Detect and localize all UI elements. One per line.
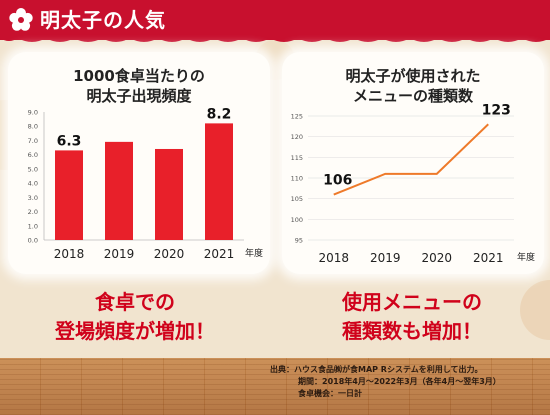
caption-line1: 食卓での [95,290,175,314]
caption-line1: 使用メニューの [342,290,482,314]
chart-title-line1: 明太子が使用された [345,67,481,85]
y-tick-label: 6.0 [28,151,38,159]
chart-title-line1: 1000食卓当たりの [73,67,205,85]
y-tick-label: 3.0 [28,194,38,202]
y-tick-label: 105 [291,195,303,203]
y-tick-label: 120 [291,133,303,141]
y-tick-label: 0.0 [28,237,38,245]
x-tick-label: 2021 [473,251,504,265]
x-tick-label: 2021 [204,247,235,261]
y-tick-label: 95 [295,237,303,245]
y-tick-label: 9.0 [28,109,38,117]
frequency-chart-panel: 1000食卓当たりの 明太子出現頻度 0.0 1.0 2.0 3.0 4.0 5.0 6.0… [8,52,270,274]
x-tick-label: 2018 [318,251,349,265]
bar-chart: 0.0 1.0 2.0 3.0 4.0 5.0 6.0 7.0 8.0 9.0 2018 6.3 201… [28,106,263,261]
y-tick-label: 1.0 [28,222,38,230]
y-tick-label: 110 [291,175,303,183]
y-tick-label: 5.0 [28,165,38,173]
line-chart: 95 100 105 110 115 120 125 2018 106 2019 2020 2021 1… [291,102,535,265]
x-tick-label: 2018 [54,247,85,261]
y-tick-label: 100 [291,216,303,224]
plum-blossom-logo-icon [9,8,33,31]
wood-floor-background [0,358,550,415]
menu-count-chart-panel: 明太子が使用された メニューの種類数 95 100 105 110 115 120 125 2… [282,52,544,274]
data-label: 123 [482,102,511,118]
series-line [333,123,489,196]
y-tick-label: 7.0 [28,137,38,145]
chart-title-line2: メニューの種類数 [352,87,473,105]
bar-2018 [55,150,83,240]
y-tick-label: 4.0 [28,180,38,188]
menu-count-caption: 使用メニューの 種類数も増加！ [277,288,547,346]
source-notes: 出典：ハウス食品㈱が食MAP Rシステムを利用して出力。 期間：2018年4月～… [270,364,501,400]
data-label: 6.3 [57,133,82,149]
period-note: 期間：2018年4月～2022年3月（各年4月～翌年3月） [298,377,501,386]
caption-line2: 登場頻度が増加！ [55,319,215,343]
x-tick-label: 2020 [154,247,185,261]
chart-title-line2: 明太子出現頻度 [86,87,192,105]
x-tick-label: 2020 [421,251,452,265]
y-tick-label: 8.0 [28,123,38,131]
bar-2021 [205,123,233,240]
caption-line2: 種類数も増加！ [342,319,482,343]
header-wave [0,34,550,42]
source-note: 出典：ハウス食品㈱が食MAP Rシステムを利用して出力。 [270,365,483,374]
data-label: 8.2 [207,106,232,122]
y-tick-label: 125 [291,113,303,121]
frequency-caption: 食卓での 登場頻度が増加！ [0,288,270,346]
x-axis-unit: 年度 [517,251,535,263]
header-bar [0,0,550,40]
x-axis-unit: 年度 [245,247,263,259]
y-tick-label: 115 [291,154,303,162]
x-tick-label: 2019 [104,247,135,261]
occasion-note: 食卓機会：一日計 [298,389,362,398]
data-label: 106 [323,173,352,189]
bar-2019 [105,141,133,240]
x-tick-label: 2019 [370,251,401,265]
page-title: 明太子の人気 [40,8,166,32]
y-tick-label: 2.0 [28,208,38,216]
bar-2020 [155,148,183,240]
